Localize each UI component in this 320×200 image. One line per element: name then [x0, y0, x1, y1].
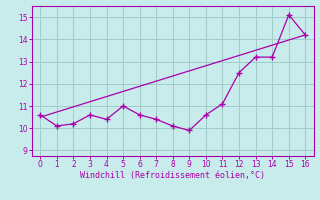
X-axis label: Windchill (Refroidissement éolien,°C): Windchill (Refroidissement éolien,°C)	[80, 171, 265, 180]
